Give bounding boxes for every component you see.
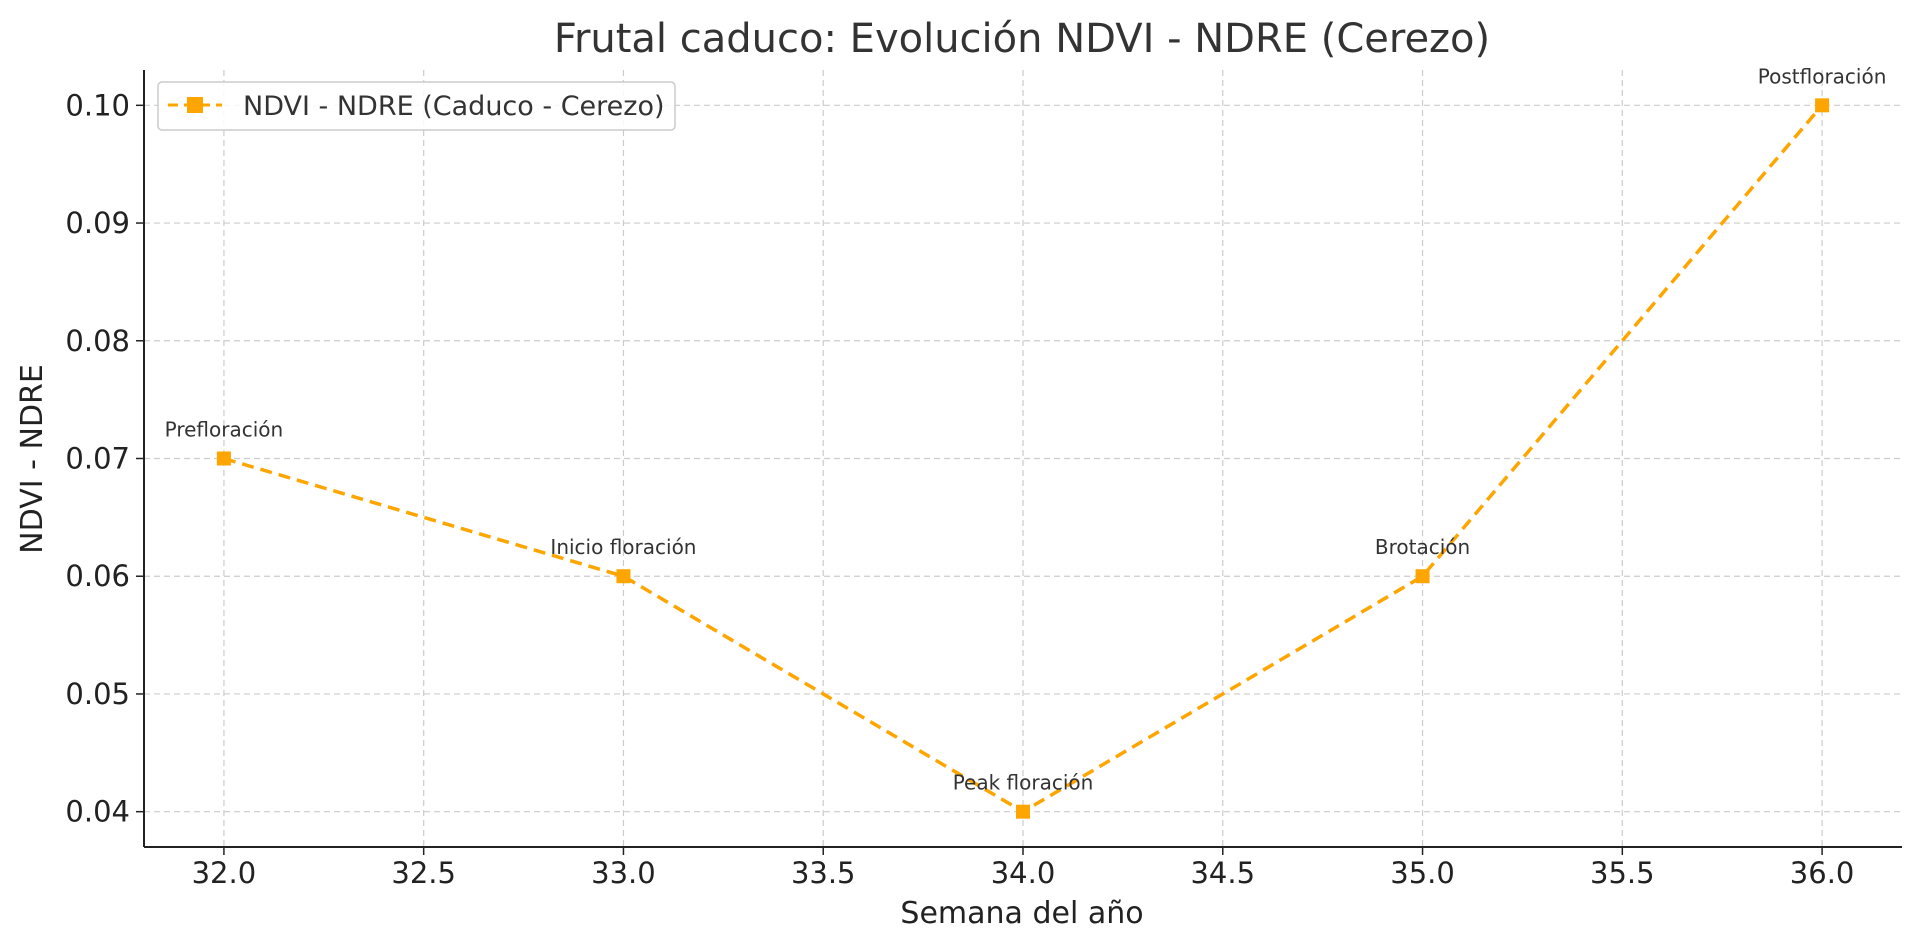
point-annotation: Peak floración [953, 771, 1094, 795]
data-point-marker [216, 451, 231, 466]
data-point-marker [1415, 569, 1430, 584]
y-axis-label: NDVI - NDRE [15, 364, 50, 554]
y-tick-label: 0.05 [65, 677, 130, 711]
x-tick-label: 34.0 [991, 856, 1056, 890]
x-tick-label: 36.0 [1790, 856, 1855, 890]
legend-marker-swatch [187, 97, 203, 113]
x-tick-label: 35.5 [1590, 856, 1655, 890]
x-tick-label: 34.5 [1190, 856, 1255, 890]
x-tick-label: 35.0 [1390, 856, 1455, 890]
point-annotation: Prefloración [165, 418, 284, 442]
x-tick-label: 33.0 [591, 856, 656, 890]
y-tick-label: 0.09 [65, 206, 130, 240]
x-tick-label: 32.5 [391, 856, 456, 890]
y-tick-label: 0.08 [65, 324, 130, 358]
x-axis-label: Semana del año [900, 896, 1143, 931]
x-tick-label: 33.5 [791, 856, 856, 890]
y-tick-label: 0.07 [65, 442, 130, 476]
tick-labels: 32.0 32.5 33.0 33.5 34.0 34.5 35.0 35.5 36.0 0.04… [65, 88, 1854, 890]
series-layer [216, 98, 1830, 819]
y-tick-label: 0.04 [65, 795, 130, 829]
legend-box [157, 81, 676, 131]
legend: NDVI - NDRE (Caduco - Cerezo) [157, 81, 676, 131]
y-tick-label: 0.06 [65, 559, 130, 593]
point-annotation: Postfloración [1758, 64, 1887, 88]
legend-label: NDVI - NDRE (Caduco - Cerezo) [243, 91, 665, 122]
chart-title: Frutal caduco: Evolución NDVI - NDRE (Ce… [554, 16, 1490, 62]
point-annotation: Inicio floración [550, 535, 696, 559]
annotations: Prefloración Inicio floración Peak floraci… [165, 64, 1887, 794]
grid [144, 70, 1902, 847]
data-point-marker [1016, 804, 1030, 819]
data-point-marker [616, 569, 631, 584]
y-tick-label: 0.10 [65, 88, 130, 122]
x-tick-label: 32.0 [192, 856, 257, 890]
data-point-marker [1815, 98, 1830, 113]
point-annotation: Brotación [1375, 535, 1470, 559]
axes [136, 70, 1902, 855]
